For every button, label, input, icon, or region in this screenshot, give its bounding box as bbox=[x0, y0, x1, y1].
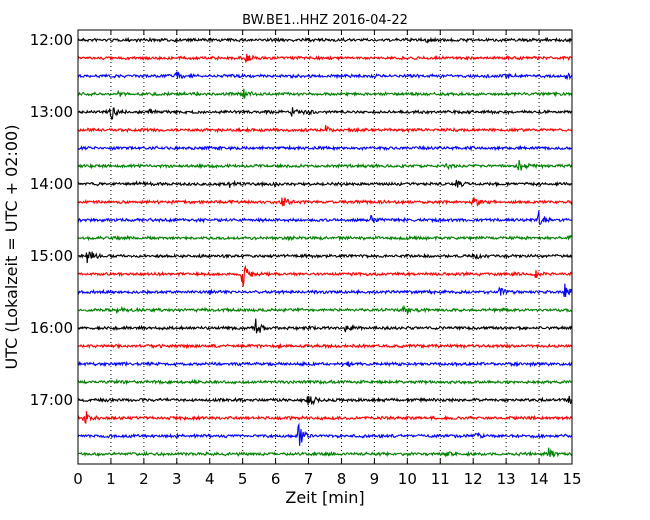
seismic-trace-line bbox=[77, 318, 573, 334]
x-tick-label: 2 bbox=[139, 470, 149, 488]
x-tick-label: 4 bbox=[205, 470, 215, 488]
seismic-trace-line bbox=[77, 53, 573, 63]
seismic-trace-line bbox=[77, 411, 573, 424]
seismic-trace-line bbox=[77, 447, 573, 458]
seismic-trace-line bbox=[77, 210, 573, 225]
seismic-trace-line bbox=[77, 71, 573, 81]
y-tick-label: 15:00 bbox=[30, 247, 73, 265]
x-tick-label: 0 bbox=[73, 470, 83, 488]
x-tick-label: 12 bbox=[464, 470, 483, 488]
seismic-trace-line bbox=[77, 179, 573, 189]
seismic-trace-line bbox=[77, 304, 573, 314]
plot-frame bbox=[77, 29, 573, 465]
seismic-trace-line bbox=[77, 88, 573, 99]
seismic-trace-line bbox=[77, 264, 573, 287]
seismic-trace-line bbox=[77, 36, 573, 44]
y-tick-label: 14:00 bbox=[30, 175, 73, 193]
x-tick-label: 15 bbox=[562, 470, 581, 488]
x-tick-label: 11 bbox=[431, 470, 450, 488]
seismic-trace-line bbox=[77, 107, 573, 121]
y-axis-label: UTC (Lokalzeit = UTC + 02:00) bbox=[2, 125, 21, 370]
seismic-trace-line bbox=[77, 342, 573, 350]
seismic-trace-line bbox=[77, 124, 573, 134]
y-tick-label: 12:00 bbox=[30, 31, 73, 49]
seismic-trace-line bbox=[77, 422, 573, 446]
seismic-trace-line bbox=[77, 197, 573, 207]
x-tick-label: 8 bbox=[337, 470, 347, 488]
seismic-trace-line bbox=[77, 378, 573, 386]
seismic-trace-line bbox=[77, 395, 573, 406]
x-tick-label: 7 bbox=[304, 470, 314, 488]
y-tick-label: 17:00 bbox=[30, 391, 73, 409]
seismic-trace-line bbox=[77, 251, 573, 264]
y-tick-label: 13:00 bbox=[30, 103, 73, 121]
seismic-trace-line bbox=[78, 360, 573, 368]
x-tick-label: 3 bbox=[172, 470, 182, 488]
seismic-trace-line bbox=[77, 159, 573, 171]
x-tick-label: 5 bbox=[238, 470, 248, 488]
seismic-trace-line bbox=[77, 234, 573, 242]
y-tick-label: 16:00 bbox=[30, 319, 73, 337]
x-tick-label: 10 bbox=[398, 470, 417, 488]
seismic-trace-line bbox=[77, 144, 573, 152]
x-tick-label: 9 bbox=[370, 470, 380, 488]
grid bbox=[110, 30, 540, 464]
seismic-trace-line bbox=[77, 283, 573, 298]
x-tick-label: 13 bbox=[497, 470, 516, 488]
x-tick-label: 1 bbox=[106, 470, 116, 488]
x-axis-label: Zeit [min] bbox=[285, 488, 364, 507]
chart-title: BW.BE1..HHZ 2016-04-22 bbox=[242, 13, 408, 28]
ticks: 0 1 2 3 4 5 6 7 8 9 10 11 12 13 14 1512:0013:0014:0015:… bbox=[30, 30, 582, 488]
traces bbox=[77, 36, 573, 458]
x-tick-label: 6 bbox=[271, 470, 281, 488]
x-tick-label: 14 bbox=[530, 470, 549, 488]
